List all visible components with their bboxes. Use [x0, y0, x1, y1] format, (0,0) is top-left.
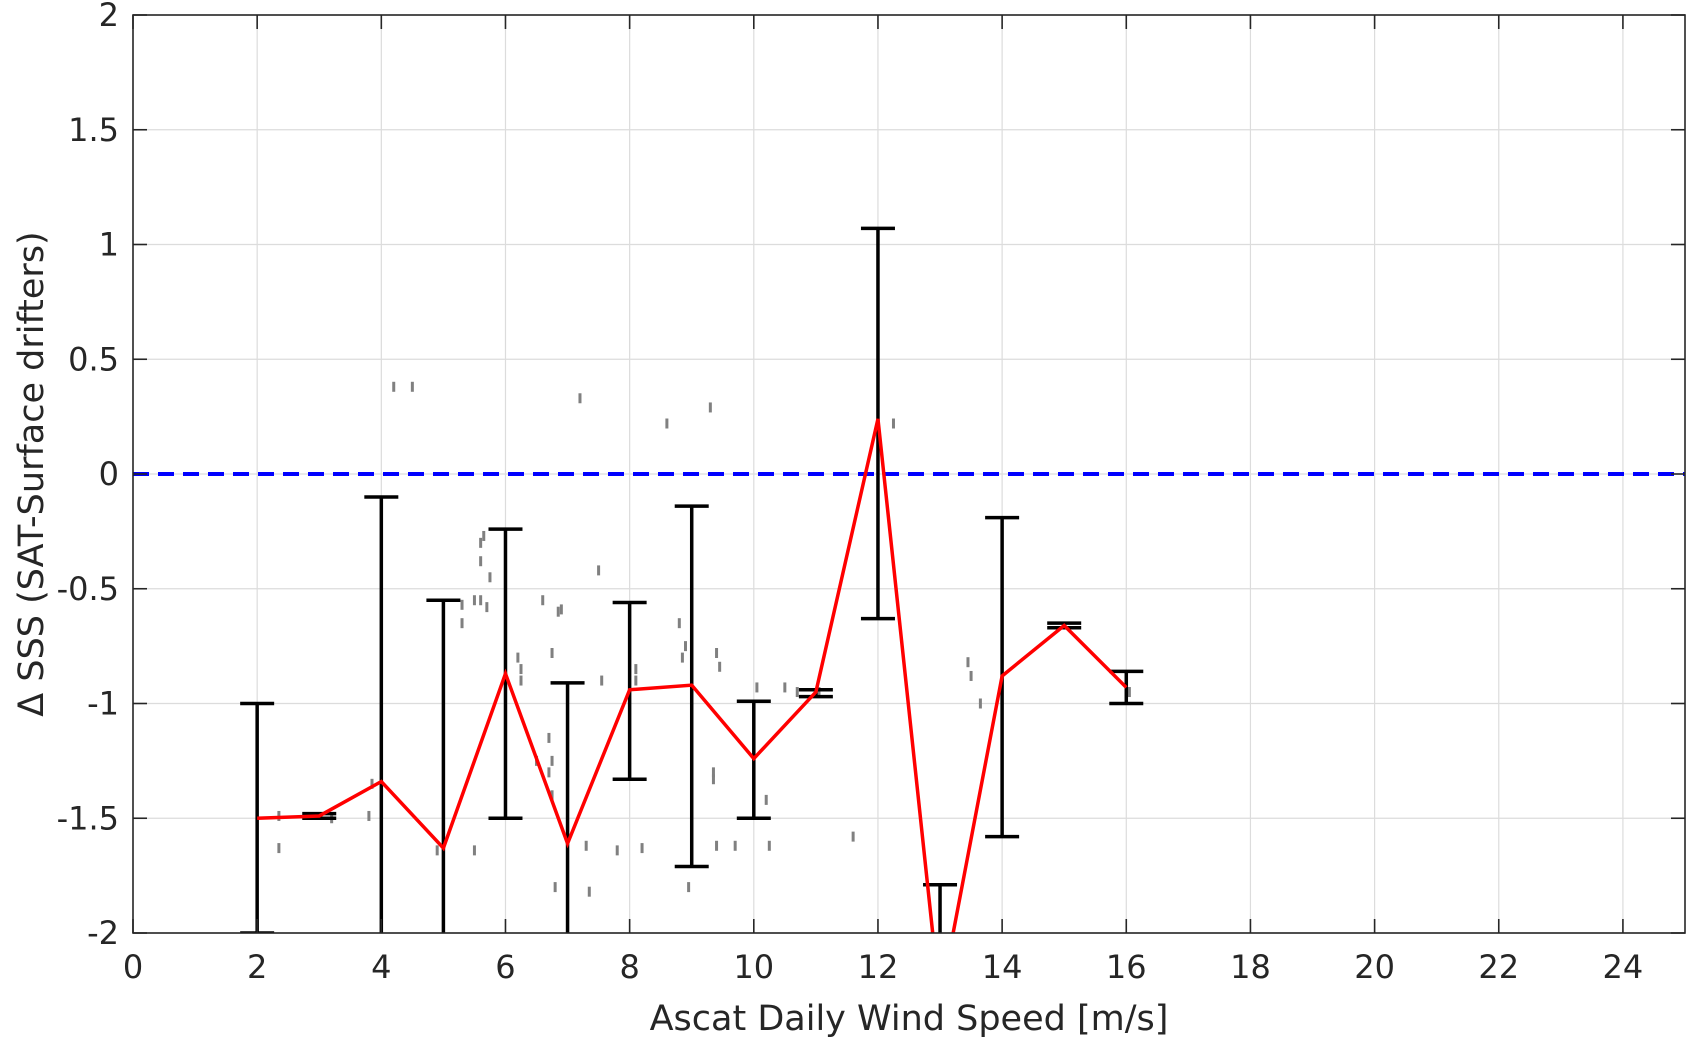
y-tick-label: 0.5	[68, 340, 119, 378]
y-tick-label: 0	[99, 455, 119, 493]
x-tick-label: 14	[982, 948, 1023, 986]
y-tick-label: -1.5	[57, 799, 119, 837]
error-bar	[426, 598, 461, 933]
x-tick-label: 6	[495, 948, 515, 986]
mean-line	[257, 418, 1128, 933]
y-tick-label: 1	[99, 226, 119, 264]
x-tick-label: 8	[619, 948, 639, 986]
y-tick-label: 1.5	[68, 111, 119, 149]
scatter-points	[277, 381, 1131, 897]
y-tick-label: -0.5	[57, 570, 119, 608]
x-tick-label: 24	[1603, 948, 1644, 986]
x-tick-label: 12	[858, 948, 899, 986]
x-axis-label: Ascat Daily Wind Speed [m/s]	[650, 999, 1169, 1039]
tick-labels: 0 2 4 6 8 10 12 14 16 18 20 22 2421.510.50-0.5-1-1.5…	[57, 0, 1644, 986]
error-bar	[364, 495, 399, 933]
mean-line-series	[257, 418, 1128, 933]
x-tick-label: 18	[1230, 948, 1271, 986]
y-tick-label: -2	[87, 914, 119, 952]
x-tick-label: 22	[1478, 948, 1519, 986]
y-axis-label: Δ SSS (SAT-Surface drifters)	[12, 231, 52, 716]
y-tick-label: 2	[99, 0, 119, 34]
x-tick-label: 4	[371, 948, 391, 986]
x-tick-label: 2	[247, 948, 267, 986]
x-tick-label: 0	[123, 948, 143, 986]
x-tick-label: 20	[1354, 948, 1395, 986]
axes-frame	[132, 14, 1686, 934]
y-tick-label: -1	[87, 685, 119, 723]
x-tick-label: 16	[1106, 948, 1147, 986]
x-tick-label: 10	[733, 948, 774, 986]
